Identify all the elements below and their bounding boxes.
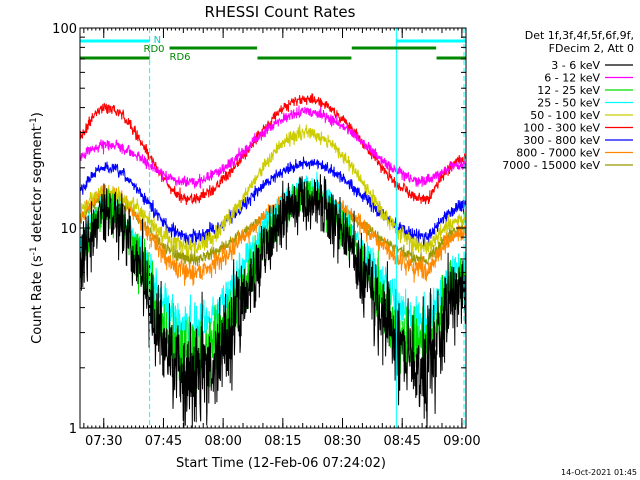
legend-label-7: 300 - 800 keV xyxy=(523,134,600,147)
series-line-7 xyxy=(79,156,467,247)
x-tick-label: 08:15 xyxy=(264,434,301,449)
x-tick-label: 07:45 xyxy=(145,434,182,449)
x-tick-label: 07:30 xyxy=(85,434,122,449)
series-line-2 xyxy=(79,105,467,190)
series-line-6 xyxy=(79,93,467,206)
y-tick-label: 10 xyxy=(60,222,77,237)
legend-header-2: FDecim 2, Att 0 xyxy=(549,42,634,55)
legend-label-8: 800 - 7000 keV xyxy=(516,147,600,160)
legend-label-3: 12 - 25 keV xyxy=(537,84,600,97)
chart-title: RHESSI Count Rates xyxy=(205,3,356,21)
status-label-rd0: RD0 xyxy=(144,44,165,55)
legend-label-4: 25 - 50 keV xyxy=(537,97,600,110)
y-tick-label: 100 xyxy=(52,22,77,37)
status-label-rd6: RD6 xyxy=(170,52,191,63)
y-tick-label: 1 xyxy=(69,422,77,437)
y-axis-label: Count Rate (s-1 detector segment-1) xyxy=(29,112,45,344)
plot-data xyxy=(79,28,467,429)
x-tick-label: 08:00 xyxy=(204,434,241,449)
legend-header-1: Det 1f,3f,4f,5f,6f,9f, xyxy=(525,29,634,42)
series-line-5 xyxy=(79,124,467,257)
x-tick-label: 08:30 xyxy=(324,434,361,449)
y-axis-label-mid: detector segment xyxy=(30,126,45,246)
legend-label-9: 7000 - 15000 keV xyxy=(502,159,600,172)
y-axis-label-sup1: -1 xyxy=(29,246,39,255)
plot-axes: 1 10 100 07:30 07:45 08:00 08:15 08:30 08:45 09:0… xyxy=(52,22,480,449)
x-axis-label: Start Time (12-Feb-06 07:24:02) xyxy=(176,456,386,471)
legend: Det 1f,3f,4f,5f,6f,9f, FDecim 2, Att 0 3… xyxy=(502,29,634,172)
legend-label-2: 6 - 12 keV xyxy=(544,72,600,85)
x-tick-label: 09:00 xyxy=(443,434,480,449)
x-tick-label: 08:45 xyxy=(383,434,420,449)
legend-label-6: 100 - 300 keV xyxy=(523,122,600,135)
y-axis-label-main: Count Rate (s xyxy=(30,255,45,344)
y-axis-label-end: ) xyxy=(30,112,45,117)
status-label-n: N xyxy=(154,35,161,46)
timestamp: 14-Oct-2021 01:45 xyxy=(561,468,637,477)
legend-label-1: 3 - 6 keV xyxy=(551,59,600,72)
series-line-1 xyxy=(79,174,467,429)
legend-label-5: 50 - 100 keV xyxy=(530,109,600,122)
y-axis-label-sup2: -1 xyxy=(29,117,39,126)
